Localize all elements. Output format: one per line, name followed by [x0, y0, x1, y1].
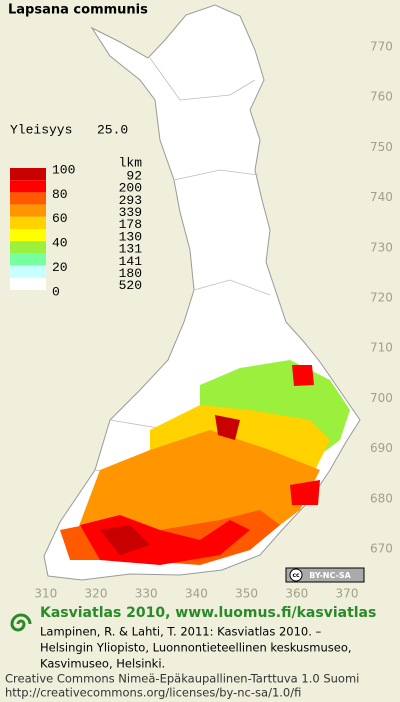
legend-count: 131	[119, 242, 143, 257]
frequency-value: 25.0	[97, 122, 128, 137]
legend-swatch	[10, 253, 46, 266]
legend-swatch	[10, 229, 46, 242]
legend-scale: 20	[52, 260, 68, 275]
legend-count: 130	[119, 229, 142, 244]
legend-count: 92	[126, 168, 142, 183]
legend-scale: 0	[52, 284, 60, 299]
legend-swatch	[10, 265, 46, 278]
legend-count: 293	[119, 193, 142, 208]
easting-label: 330	[135, 587, 158, 601]
legend: 9220029333917813013114118052010080604020…	[10, 162, 142, 299]
legend-swatch	[10, 168, 46, 181]
citation-line: Lampinen, R. & Lahti, T. 2011: Kasviatla…	[40, 625, 322, 639]
footer: Lampinen, R. & Lahti, T. 2011: Kasviatla…	[5, 625, 359, 700]
easting-label: 350	[235, 587, 258, 601]
northing-label: 670	[370, 542, 393, 556]
legend-scale: 60	[52, 211, 68, 226]
legend-count: 180	[119, 266, 142, 281]
easting-label: 360	[285, 587, 308, 601]
northing-label: 720	[370, 291, 393, 305]
legend-count: 141	[119, 254, 143, 269]
legend-swatch	[10, 277, 46, 290]
svg-text:cc: cc	[292, 572, 300, 579]
legend-scale: 100	[52, 162, 75, 177]
legend-header: lkm	[119, 155, 143, 170]
legend-swatch	[10, 192, 46, 205]
easting-label: 340	[185, 587, 208, 601]
legend-count: 520	[119, 278, 142, 293]
easting-label: 310	[34, 587, 57, 601]
footer-heading: Kasviatlas 2010, www.luomus.fi/kasviatla…	[40, 605, 376, 621]
legend-swatch	[10, 204, 46, 217]
license-badge: cc BY-NC-SA	[285, 567, 365, 583]
legend-swatch	[10, 216, 46, 229]
legend-scale: 40	[52, 236, 68, 251]
easting-label: 320	[85, 587, 108, 601]
legend-count: 339	[119, 205, 142, 220]
northing-label: 710	[370, 341, 393, 355]
northing-label: 730	[370, 240, 393, 254]
easting-label: 370	[336, 587, 359, 601]
species-title: Lapsana communis	[8, 3, 148, 18]
occurrence-cells	[60, 360, 350, 565]
northing-label: 760	[370, 90, 393, 104]
legend-count: 200	[119, 181, 142, 196]
badge-text: BY-NC-SA	[309, 571, 351, 580]
northing-label: 740	[370, 190, 393, 204]
northing-label: 750	[370, 140, 393, 154]
grid: 770 760 750 740 730 720 710 700 690 680 670 310 320 3…	[34, 40, 393, 601]
northing-label: 680	[370, 491, 393, 505]
northing-label: 770	[370, 40, 393, 54]
northing-label: 700	[370, 391, 393, 405]
citation-line: Helsingin Yliopisto, Luonnontieteellinen…	[40, 641, 352, 655]
legend-count: 178	[119, 217, 142, 232]
license-line: Creative Commons Nimeä-Epäkaupallinen-Ta…	[5, 672, 359, 686]
legend-swatch	[10, 241, 46, 254]
legend-scale: 80	[52, 187, 68, 202]
license-line: http://creativecommons.org/licenses/by-n…	[5, 686, 301, 700]
frequency-label: Yleisyys	[10, 122, 72, 137]
logo	[10, 613, 32, 632]
northing-label: 690	[370, 441, 393, 455]
citation-line: Kasvimuseo, Helsinki.	[40, 657, 165, 671]
legend-swatch	[10, 180, 46, 193]
